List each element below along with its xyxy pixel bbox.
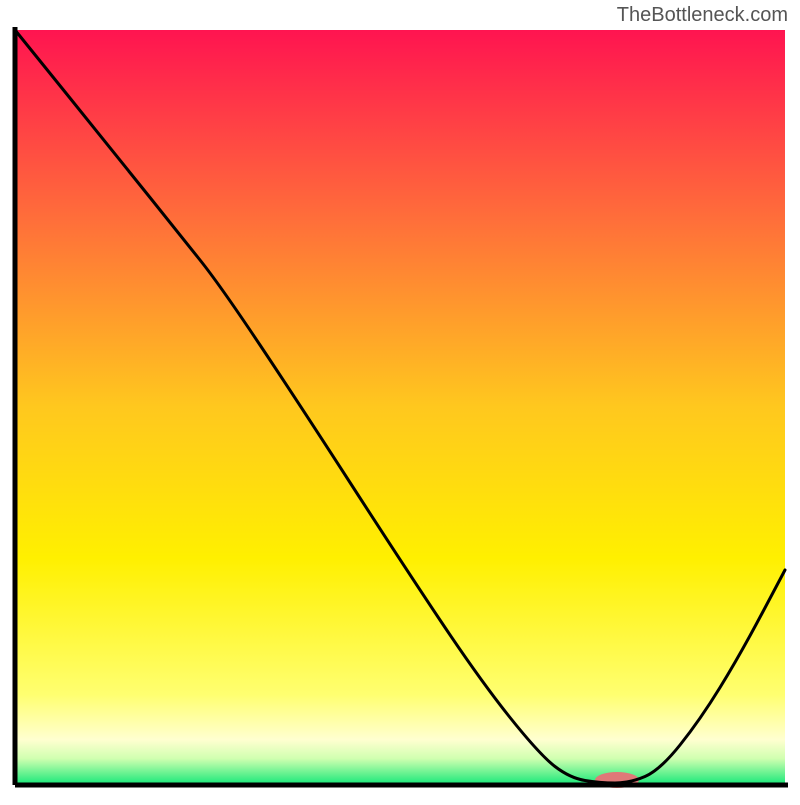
gradient-background [15, 30, 785, 785]
chart-svg [0, 0, 800, 800]
watermark-text: TheBottleneck.com [617, 4, 788, 27]
bottleneck-chart [0, 0, 800, 800]
